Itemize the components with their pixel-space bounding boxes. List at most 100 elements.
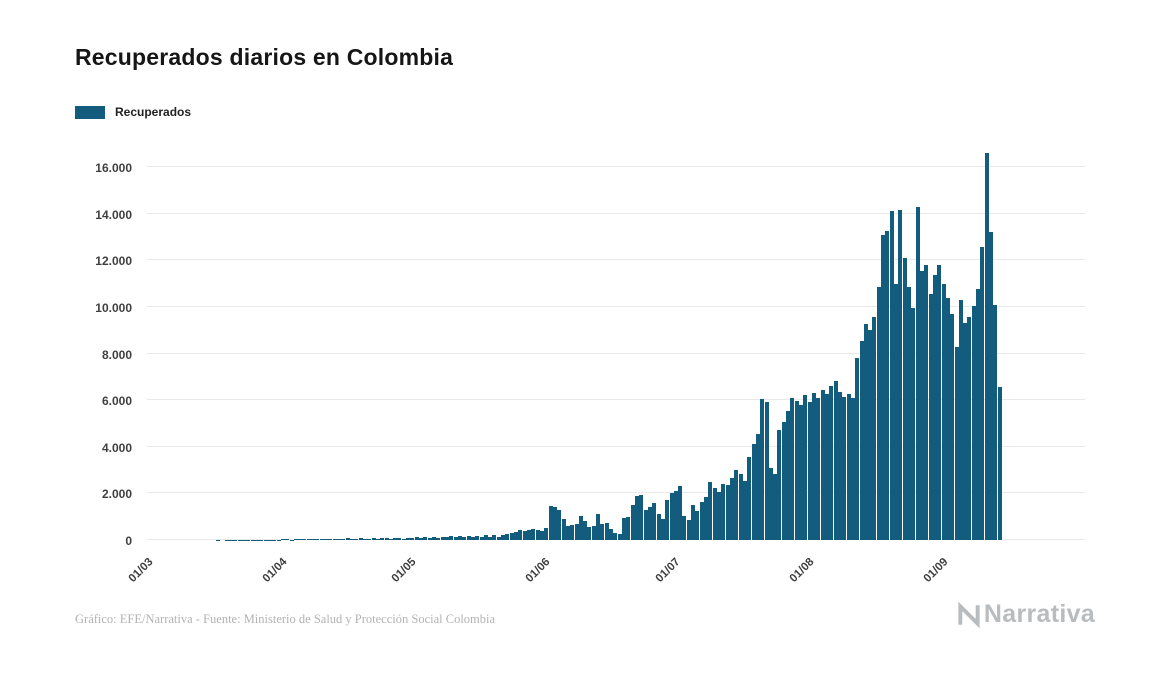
bar	[634, 495, 639, 540]
bar	[734, 470, 739, 540]
bar	[466, 535, 471, 540]
bar	[639, 494, 644, 540]
bar	[626, 516, 631, 540]
bar	[950, 313, 955, 540]
bar	[704, 496, 709, 540]
bar	[332, 539, 337, 540]
bar	[561, 519, 566, 540]
bar	[393, 537, 398, 540]
bar	[820, 389, 825, 540]
bar	[863, 324, 868, 540]
bar	[427, 537, 432, 540]
y-tick-label: 16.000	[95, 161, 132, 175]
bar	[751, 444, 756, 540]
bar	[527, 529, 532, 540]
gridline	[147, 492, 1085, 494]
bar	[483, 535, 488, 540]
bar	[531, 528, 536, 540]
bar	[617, 533, 622, 540]
bar	[829, 386, 834, 540]
gridline	[147, 305, 1085, 307]
bar	[898, 210, 903, 540]
bar	[682, 515, 687, 540]
bar	[315, 539, 320, 540]
bar	[747, 457, 752, 540]
bar	[786, 410, 791, 540]
bar	[868, 330, 873, 540]
bar	[937, 264, 942, 540]
bar	[475, 535, 480, 540]
bar	[915, 207, 920, 540]
bar	[993, 304, 998, 540]
bar	[872, 317, 877, 540]
bar	[833, 381, 838, 540]
bar	[945, 297, 950, 540]
bar	[583, 520, 588, 540]
bar	[578, 515, 583, 540]
y-axis-labels: 0 2.000 4.000 6.000 8.000 10.000 12.000 14.000 1…	[0, 161, 140, 548]
bar	[574, 523, 579, 540]
bar	[362, 538, 367, 540]
bar	[479, 536, 484, 540]
bar	[600, 524, 605, 540]
bar	[539, 530, 544, 540]
x-tick-label: 01/03	[126, 556, 156, 585]
bar	[941, 283, 946, 540]
x-tick-label: 01/07	[653, 556, 683, 585]
bar	[846, 394, 851, 540]
bar	[656, 514, 661, 540]
bar	[742, 480, 747, 540]
bar	[824, 394, 829, 540]
narrativa-n-icon	[958, 601, 980, 628]
bar	[980, 247, 985, 540]
bar	[630, 505, 635, 540]
bar	[591, 525, 596, 540]
gridline	[147, 399, 1085, 401]
bar	[729, 478, 734, 540]
page-title: Recuperados diarios en Colombia	[75, 44, 454, 70]
x-tick-label: 01/06	[523, 556, 553, 585]
bar	[768, 467, 773, 540]
bar	[492, 535, 497, 540]
bar	[997, 387, 1002, 540]
bar	[509, 533, 514, 540]
narrativa-logo: Narrativa	[956, 600, 1095, 629]
bar	[673, 491, 678, 540]
bar	[449, 536, 454, 540]
bar	[643, 509, 648, 540]
bar	[803, 395, 808, 540]
bar	[302, 539, 307, 540]
y-tick-label: 6.000	[101, 394, 132, 409]
bar	[958, 299, 963, 540]
bar	[522, 531, 527, 540]
bar	[565, 526, 570, 540]
bar	[691, 505, 696, 540]
bar	[414, 537, 419, 540]
x-tick-label: 01/09	[921, 556, 951, 585]
bar	[954, 346, 959, 540]
bar	[419, 537, 424, 540]
bar	[622, 517, 627, 540]
x-tick-label: 01/04	[260, 556, 290, 585]
bar	[699, 501, 704, 540]
bar	[432, 536, 437, 540]
bar	[453, 537, 458, 540]
bar	[764, 402, 769, 540]
bar	[375, 538, 380, 540]
gridline	[147, 166, 1085, 167]
bar	[708, 481, 713, 540]
bar	[311, 538, 316, 540]
bar	[609, 529, 614, 540]
bar	[876, 287, 881, 540]
bar	[406, 538, 411, 540]
bar	[790, 397, 795, 540]
x-axis-labels: 01/03 01/04 01/05 01/06 01/07 01/08 01/09	[127, 548, 1085, 598]
bar	[535, 529, 540, 540]
bar	[397, 538, 402, 540]
bar	[647, 506, 652, 540]
bar	[367, 538, 372, 540]
bar	[855, 358, 860, 540]
bar	[760, 398, 765, 540]
bar	[488, 537, 493, 540]
x-tick-label: 01/08	[787, 556, 817, 585]
